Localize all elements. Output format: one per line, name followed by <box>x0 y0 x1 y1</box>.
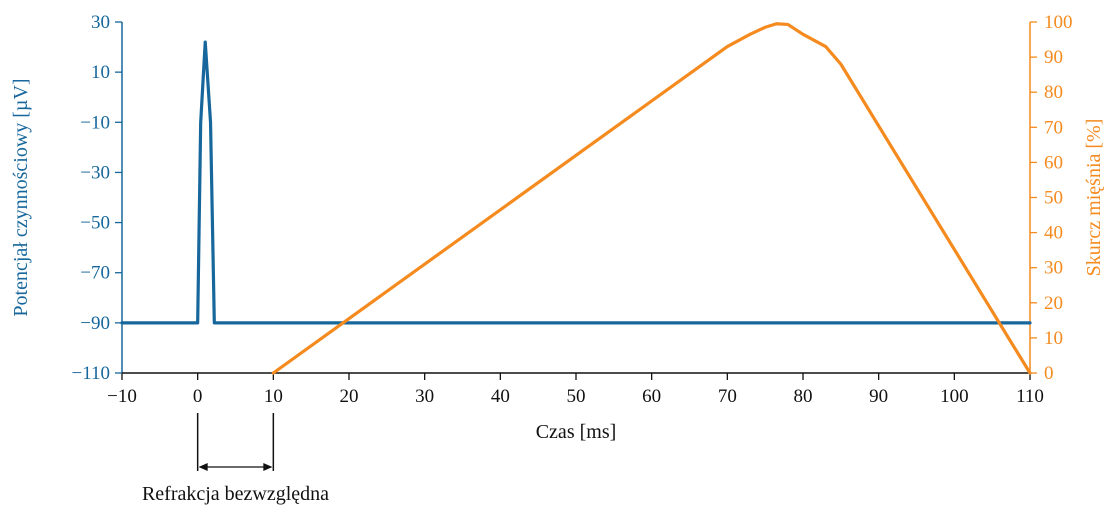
right-y-axis-title: Skurcz mięśnia [%] <box>1083 119 1105 277</box>
left-y-tick-label: −110 <box>71 363 110 384</box>
right-y-tick-label: 0 <box>1044 363 1054 384</box>
x-tick-label: 80 <box>794 386 813 407</box>
right-y-tick-label: 70 <box>1044 117 1063 138</box>
x-tick-label: 70 <box>718 386 737 407</box>
left-y-tick-label: −90 <box>80 313 110 334</box>
x-tick-label: 40 <box>491 386 510 407</box>
right-y-tick-label: 20 <box>1044 293 1063 314</box>
refraction-annotation-label: Refrakcja bezwzględna <box>142 483 329 505</box>
series-layer <box>120 22 1032 375</box>
x-tick-label: 0 <box>193 386 203 407</box>
left-y-tick-label: −10 <box>80 112 110 133</box>
annotation-arrowhead-left <box>198 463 208 471</box>
annotation-layer: Refrakcja bezwzględna <box>142 413 329 505</box>
x-tick-label: 50 <box>567 386 586 407</box>
axes-layer: −10 0 10 20 30 40 50 60 70 80 90 100 1103010−10−30−5… <box>71 12 1072 407</box>
x-tick-label: 90 <box>869 386 888 407</box>
left-y-tick-label: 10 <box>91 62 110 83</box>
right-y-tick-label: 60 <box>1044 152 1063 173</box>
muscle-contraction-series-line <box>271 22 1032 375</box>
left-y-tick-label: −50 <box>80 213 110 234</box>
right-y-tick-label: 40 <box>1044 223 1063 244</box>
right-y-tick-label: 30 <box>1044 258 1063 279</box>
left-y-tick-label: −30 <box>80 162 110 183</box>
x-tick-label: −10 <box>107 386 137 407</box>
x-tick-label: 110 <box>1016 386 1044 407</box>
x-axis-title: Czas [ms] <box>536 421 617 443</box>
left-y-axis-title: Potencjał czynnościowy [µV] <box>10 78 32 316</box>
x-tick-label: 30 <box>415 386 434 407</box>
right-y-tick-label: 100 <box>1044 12 1073 33</box>
right-y-tick-label: 90 <box>1044 47 1063 68</box>
x-tick-label: 100 <box>940 386 969 407</box>
right-y-tick-label: 10 <box>1044 328 1063 349</box>
left-y-tick-label: 30 <box>91 12 110 33</box>
x-tick-label: 10 <box>264 386 283 407</box>
annotation-arrowhead-right <box>263 463 273 471</box>
x-tick-label: 60 <box>642 386 661 407</box>
action-potential-series-line <box>120 40 1032 325</box>
left-y-tick-label: −70 <box>80 263 110 284</box>
right-y-tick-label: 50 <box>1044 188 1063 209</box>
right-y-tick-label: 80 <box>1044 82 1063 103</box>
x-tick-label: 20 <box>340 386 359 407</box>
